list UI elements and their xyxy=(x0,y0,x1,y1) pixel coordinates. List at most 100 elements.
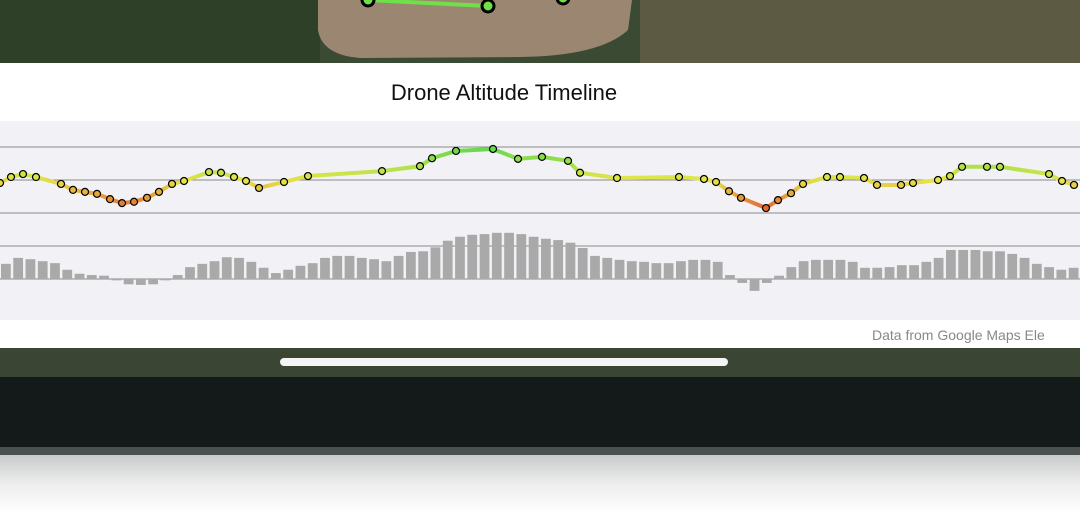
bar xyxy=(737,279,748,283)
bar xyxy=(271,273,281,279)
bar xyxy=(541,238,551,279)
bar xyxy=(62,269,73,279)
bar xyxy=(626,261,637,279)
altitude-point xyxy=(377,166,387,176)
altitude-point xyxy=(216,168,226,177)
map-forest xyxy=(0,0,320,63)
map-field xyxy=(318,0,632,58)
bar xyxy=(639,261,649,279)
bar xyxy=(786,267,797,279)
bar xyxy=(725,275,735,279)
altitude-point xyxy=(699,174,709,184)
bar xyxy=(136,279,146,285)
waypoint xyxy=(480,0,496,14)
altitude-point xyxy=(945,171,955,181)
bar xyxy=(676,261,686,279)
altitude-point xyxy=(31,172,41,182)
altitude-point xyxy=(303,171,313,181)
bar xyxy=(320,257,330,279)
altitude-point xyxy=(761,203,771,213)
bar xyxy=(1068,267,1079,279)
bar xyxy=(982,251,993,279)
altitude-point xyxy=(204,167,214,177)
altitude-point xyxy=(154,187,164,196)
bar xyxy=(860,267,870,279)
bar xyxy=(614,259,625,279)
bar xyxy=(577,247,588,279)
altitude-point xyxy=(1044,169,1054,179)
altitude-point xyxy=(957,162,967,171)
bar xyxy=(553,240,564,279)
altitude-point xyxy=(908,178,918,188)
altitude-point xyxy=(933,175,943,185)
altitude-point xyxy=(142,193,152,202)
bar xyxy=(74,273,85,279)
altitude-point xyxy=(80,187,90,196)
bar xyxy=(761,279,772,283)
bar xyxy=(332,255,343,279)
altitude-point xyxy=(427,154,437,163)
altitude-point xyxy=(488,144,498,154)
altitude-point xyxy=(68,185,78,194)
bar xyxy=(406,251,416,279)
home-indicator xyxy=(280,358,728,366)
altitude-point xyxy=(167,179,177,189)
bar xyxy=(430,247,441,279)
bar xyxy=(50,263,60,279)
altitude-point xyxy=(563,156,573,165)
bar xyxy=(455,236,465,279)
altitude-point xyxy=(451,146,461,156)
bar xyxy=(86,275,97,279)
bar xyxy=(418,251,429,279)
altitude-point xyxy=(612,173,622,183)
bar xyxy=(811,259,821,279)
altitude-point xyxy=(537,152,547,161)
altitude-point xyxy=(995,162,1005,171)
altitude-point xyxy=(279,177,289,187)
panel-title: Drone Altitude Timeline xyxy=(391,80,617,105)
bar xyxy=(393,255,404,279)
bar xyxy=(749,279,760,291)
altitude-point xyxy=(736,193,746,202)
bar xyxy=(504,232,514,279)
bar xyxy=(909,265,919,279)
altitude-point xyxy=(872,180,882,190)
bar xyxy=(467,234,478,279)
bar xyxy=(872,267,883,279)
bar xyxy=(185,267,195,279)
bar xyxy=(442,240,453,279)
bar xyxy=(516,234,527,279)
altitude-point xyxy=(835,172,845,182)
altitude-chart xyxy=(0,144,1080,291)
bar xyxy=(712,261,723,279)
bar xyxy=(148,279,159,285)
bar xyxy=(197,263,208,279)
bar xyxy=(172,275,183,279)
altitude-point xyxy=(229,172,239,182)
bar xyxy=(160,279,171,281)
altitude-point xyxy=(117,199,127,208)
bar xyxy=(700,259,711,279)
bar xyxy=(835,259,846,279)
bar xyxy=(381,261,392,279)
bar xyxy=(283,269,294,279)
altitude-point xyxy=(92,189,102,198)
bar xyxy=(933,257,944,279)
bar xyxy=(823,259,834,279)
chart-area xyxy=(0,121,1080,320)
bar xyxy=(651,263,662,279)
bar xyxy=(37,261,48,279)
waypoint xyxy=(360,0,376,8)
bar xyxy=(491,232,502,279)
bar xyxy=(1007,253,1018,279)
altitude-point xyxy=(0,178,5,188)
altitude-point xyxy=(896,180,906,190)
bar xyxy=(958,249,969,279)
bar xyxy=(1019,257,1030,279)
altitude-point xyxy=(6,172,16,182)
bar xyxy=(1056,269,1067,279)
bar xyxy=(234,257,244,279)
bar xyxy=(896,265,907,279)
bar xyxy=(258,267,269,279)
